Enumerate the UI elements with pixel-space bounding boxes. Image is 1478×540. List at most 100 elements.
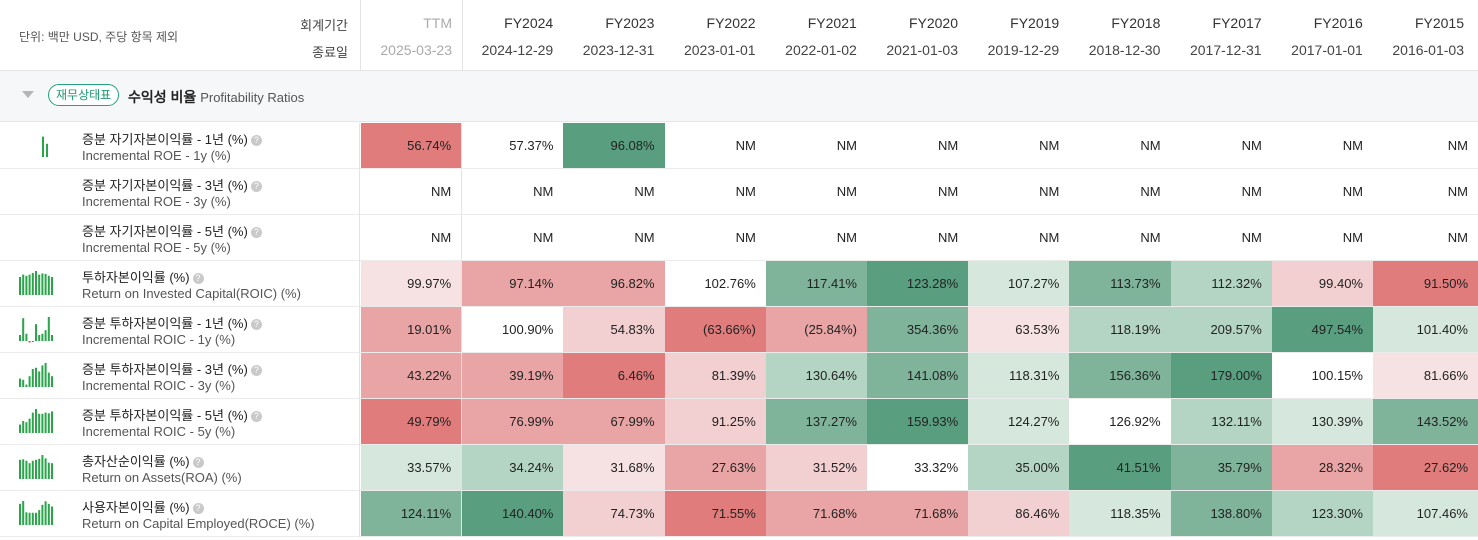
value-cell[interactable]: NM bbox=[1373, 169, 1478, 214]
value-cell[interactable]: NM bbox=[1271, 123, 1373, 168]
value-cell[interactable]: 143.52% bbox=[1373, 399, 1478, 444]
value-cell[interactable]: 86.46% bbox=[968, 491, 1070, 536]
value-cell[interactable]: 118.35% bbox=[1069, 491, 1171, 536]
value-cell[interactable]: NM bbox=[361, 169, 463, 214]
column-header[interactable]: FY2024 2024-12-29 bbox=[462, 0, 563, 70]
value-cell[interactable]: NM bbox=[968, 169, 1070, 214]
value-cell[interactable]: 107.27% bbox=[968, 261, 1070, 306]
value-cell[interactable]: 28.32% bbox=[1271, 445, 1373, 490]
column-header[interactable]: FY2019 2019-12-29 bbox=[968, 0, 1069, 70]
value-cell[interactable]: 71.55% bbox=[664, 491, 766, 536]
value-cell[interactable]: 35.00% bbox=[968, 445, 1070, 490]
value-cell[interactable]: 49.79% bbox=[361, 399, 463, 444]
value-cell[interactable]: 6.46% bbox=[563, 353, 665, 398]
value-cell[interactable]: 132.11% bbox=[1170, 399, 1272, 444]
value-cell[interactable]: 33.32% bbox=[867, 445, 969, 490]
value-cell[interactable]: 179.00% bbox=[1170, 353, 1272, 398]
value-cell[interactable]: NM bbox=[867, 215, 969, 260]
column-header[interactable]: FY2021 2022-01-02 bbox=[766, 0, 867, 70]
help-icon[interactable]: ? bbox=[250, 181, 262, 192]
value-cell[interactable]: 19.01% bbox=[361, 307, 463, 352]
value-cell[interactable]: 138.80% bbox=[1170, 491, 1272, 536]
column-header[interactable]: FY2016 2017-01-01 bbox=[1272, 0, 1373, 70]
value-cell[interactable]: 39.19% bbox=[462, 353, 564, 398]
value-cell[interactable]: 97.14% bbox=[462, 261, 564, 306]
value-cell[interactable]: 118.19% bbox=[1069, 307, 1171, 352]
sparkline-chart[interactable] bbox=[18, 317, 54, 343]
value-cell[interactable]: 118.31% bbox=[968, 353, 1070, 398]
value-cell[interactable]: 31.52% bbox=[765, 445, 867, 490]
column-header[interactable]: FY2017 2017-12-31 bbox=[1171, 0, 1272, 70]
value-cell[interactable]: 107.46% bbox=[1373, 491, 1478, 536]
value-cell[interactable]: 112.32% bbox=[1170, 261, 1272, 306]
value-cell[interactable]: 71.68% bbox=[765, 491, 867, 536]
value-cell[interactable]: (25.84%) bbox=[765, 307, 867, 352]
value-cell[interactable]: NM bbox=[968, 123, 1070, 168]
section-profitability-ratios[interactable]: 재무상태표 수익성 비율 Profitability Ratios bbox=[0, 71, 1478, 122]
value-cell[interactable]: NM bbox=[664, 215, 766, 260]
value-cell[interactable]: 101.40% bbox=[1373, 307, 1478, 352]
value-cell[interactable]: 209.57% bbox=[1170, 307, 1272, 352]
value-cell[interactable]: 354.36% bbox=[867, 307, 969, 352]
value-cell[interactable]: 91.50% bbox=[1373, 261, 1478, 306]
value-cell[interactable]: 35.79% bbox=[1170, 445, 1272, 490]
value-cell[interactable]: NM bbox=[563, 215, 665, 260]
sparkline-chart[interactable] bbox=[18, 271, 54, 297]
sparkline-chart[interactable] bbox=[18, 363, 54, 389]
table-row[interactable]: 투하자본이익률 (%)? Return on Invested Capital(R… bbox=[0, 261, 1478, 307]
value-cell[interactable]: 141.08% bbox=[867, 353, 969, 398]
sparkline-chart[interactable] bbox=[18, 409, 54, 435]
value-cell[interactable]: NM bbox=[1170, 123, 1272, 168]
sparkline-chart[interactable] bbox=[18, 501, 54, 527]
value-cell[interactable]: 124.27% bbox=[968, 399, 1070, 444]
column-header[interactable]: FY2015 2016-01-03 bbox=[1373, 0, 1474, 70]
value-cell[interactable]: 76.99% bbox=[462, 399, 564, 444]
value-cell[interactable]: 81.39% bbox=[664, 353, 766, 398]
table-row[interactable]: 증분 투하자본이익률 - 3년 (%)? Incremental ROIC - 3… bbox=[0, 353, 1478, 399]
value-cell[interactable]: NM bbox=[1271, 169, 1373, 214]
value-cell[interactable]: NM bbox=[1069, 169, 1171, 214]
value-cell[interactable]: 123.28% bbox=[867, 261, 969, 306]
value-cell[interactable]: 27.62% bbox=[1373, 445, 1478, 490]
value-cell[interactable]: 100.15% bbox=[1271, 353, 1373, 398]
help-icon[interactable]: ? bbox=[250, 319, 262, 330]
value-cell[interactable]: 130.64% bbox=[765, 353, 867, 398]
value-cell[interactable]: 43.22% bbox=[361, 353, 463, 398]
value-cell[interactable]: NM bbox=[867, 169, 969, 214]
column-header[interactable]: FY2018 2018-12-30 bbox=[1069, 0, 1170, 70]
value-cell[interactable]: NM bbox=[1069, 215, 1171, 260]
table-row[interactable]: 증분 투하자본이익률 - 1년 (%)? Incremental ROIC - 1… bbox=[0, 307, 1478, 353]
help-icon[interactable]: ? bbox=[192, 273, 204, 284]
help-icon[interactable]: ? bbox=[250, 135, 262, 146]
value-cell[interactable]: 99.40% bbox=[1271, 261, 1373, 306]
value-cell[interactable]: 99.97% bbox=[361, 261, 463, 306]
value-cell[interactable]: NM bbox=[1373, 123, 1478, 168]
column-header[interactable]: TTM 2025-03-23 bbox=[361, 0, 463, 70]
help-icon[interactable]: ? bbox=[250, 227, 262, 238]
table-row[interactable]: 증분 자기자본이익률 - 1년 (%)? Incremental ROE - 1y… bbox=[0, 123, 1478, 169]
column-header[interactable]: FY2020 2021-01-03 bbox=[867, 0, 968, 70]
balance-sheet-tag[interactable]: 재무상태표 bbox=[48, 84, 120, 106]
value-cell[interactable]: 113.73% bbox=[1069, 261, 1171, 306]
table-row[interactable]: 사용자본이익률 (%)? Return on Capital Employed(R… bbox=[0, 491, 1478, 537]
value-cell[interactable]: 102.76% bbox=[664, 261, 766, 306]
help-icon[interactable]: ? bbox=[192, 457, 204, 468]
value-cell[interactable]: 63.53% bbox=[968, 307, 1070, 352]
value-cell[interactable]: 140.40% bbox=[462, 491, 564, 536]
value-cell[interactable]: 27.63% bbox=[664, 445, 766, 490]
value-cell[interactable]: 33.57% bbox=[361, 445, 463, 490]
column-header[interactable]: FY2022 2023-01-01 bbox=[665, 0, 766, 70]
value-cell[interactable]: NM bbox=[765, 123, 867, 168]
column-header[interactable]: FY2023 2023-12-31 bbox=[563, 0, 664, 70]
value-cell[interactable]: (63.66%) bbox=[664, 307, 766, 352]
value-cell[interactable]: NM bbox=[765, 169, 867, 214]
value-cell[interactable]: 124.11% bbox=[361, 491, 463, 536]
help-icon[interactable]: ? bbox=[192, 503, 204, 514]
value-cell[interactable]: NM bbox=[664, 123, 766, 168]
value-cell[interactable]: 123.30% bbox=[1271, 491, 1373, 536]
value-cell[interactable]: 96.08% bbox=[563, 123, 665, 168]
value-cell[interactable]: NM bbox=[765, 215, 867, 260]
sparkline-chart[interactable] bbox=[18, 455, 54, 481]
table-row[interactable]: 증분 자기자본이익률 - 5년 (%)? Incremental ROE - 5y… bbox=[0, 215, 1478, 261]
value-cell[interactable]: 126.92% bbox=[1069, 399, 1171, 444]
